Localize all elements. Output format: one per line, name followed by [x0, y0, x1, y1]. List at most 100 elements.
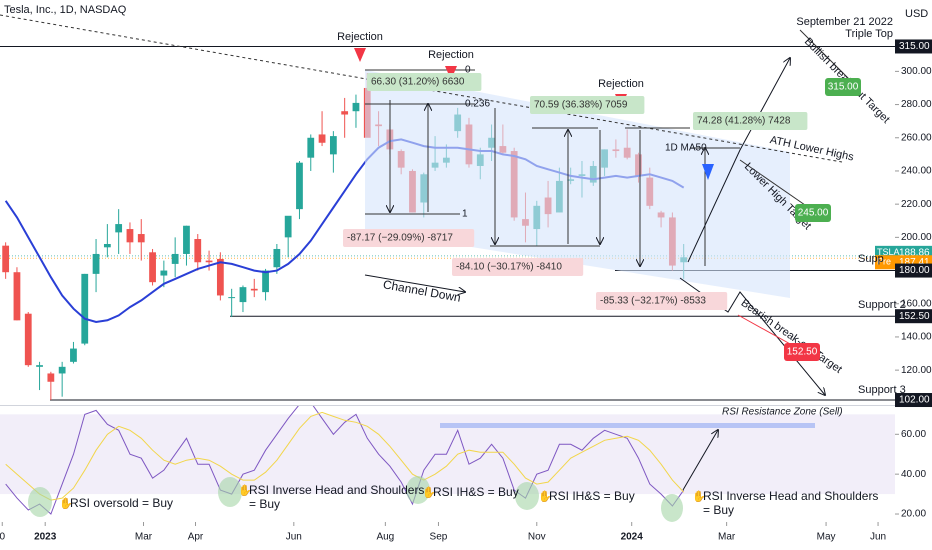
candle-body — [318, 134, 326, 143]
candle-body — [126, 229, 134, 243]
rsi-tick-label: 40.00 — [901, 469, 926, 480]
x-tick-label: May — [817, 532, 836, 543]
rsi-tick-label: 60.00 — [901, 429, 926, 440]
pane-separator — [0, 405, 895, 406]
rejection-arrow — [354, 48, 366, 62]
price-label-box — [895, 309, 932, 324]
rsi-note: RSI IH&S = Buy — [549, 489, 635, 503]
price-label: 180.00 — [899, 265, 930, 276]
price-label: 187.41 — [899, 257, 930, 268]
candle-body — [36, 365, 43, 367]
measure-label: -84.10 (−30.17%) -8410 — [456, 262, 562, 273]
x-tick-label: Jun — [870, 532, 886, 543]
axes: 120.00140.00160.00200.00220.00240.00260.… — [0, 39, 932, 543]
fib-level: 0 — [465, 65, 471, 76]
x-tick-label: Sep — [430, 532, 448, 543]
annotation: Triple Top — [845, 28, 893, 40]
candle-body — [216, 258, 224, 296]
highlight — [515, 482, 539, 510]
target-line — [799, 29, 856, 86]
candle-body — [115, 224, 123, 233]
annotation: Rejection — [337, 31, 383, 43]
measure-label: 74.28 (41.28%) 7428 — [697, 116, 791, 127]
rsi-note: = Buy — [249, 497, 280, 511]
measure-label: -85.33 (−32.17%) -8533 — [600, 296, 706, 307]
rsi-note: = Buy — [703, 503, 734, 517]
candle-body — [284, 215, 292, 238]
note-icon: ✋ — [422, 486, 436, 499]
candle-body — [183, 225, 190, 254]
measure-label: 70.59 (36.38%) 7059 — [534, 100, 628, 111]
candle-body — [239, 287, 247, 303]
x-tick-label: Mar — [135, 532, 153, 543]
rsi-line — [5, 411, 685, 501]
measure-box — [530, 96, 645, 114]
y-tick-label: 260.00 — [901, 132, 932, 143]
y-tick-label: 240.00 — [901, 166, 932, 177]
annotation: Rejection — [598, 78, 644, 90]
ma-arrow — [702, 164, 714, 180]
rsi-tick-label: 20.00 — [901, 509, 926, 520]
target-box — [795, 204, 831, 222]
arrow — [687, 58, 790, 263]
candle-body — [103, 243, 111, 248]
candle-body — [70, 348, 77, 362]
candle-body — [250, 288, 258, 291]
measure-box — [452, 258, 584, 276]
target-box — [784, 343, 820, 361]
rsi-note: RSI IH&S = Buy — [433, 485, 519, 499]
y-tick-label: 160.00 — [901, 298, 932, 309]
price-label-box — [895, 39, 932, 54]
rsi-note: RSI Inverse Head and Shoulders — [703, 489, 878, 503]
measure-box — [367, 73, 482, 91]
highlight — [406, 476, 430, 504]
annotation: Channel Down — [382, 277, 462, 304]
measure-label: -87.17 (−29.09%) -8717 — [347, 233, 453, 244]
candle-body — [149, 252, 156, 283]
candle-body — [307, 137, 315, 158]
symbol-tag-box — [875, 255, 895, 270]
candle-body — [352, 102, 360, 112]
rsi-note: RSI Inverse Head and Shoulders — [249, 483, 424, 497]
rsi-zone — [440, 423, 815, 428]
fib-level: 1 — [462, 209, 468, 220]
candle-body — [329, 136, 337, 155]
arrow — [682, 430, 718, 491]
candle-body — [228, 297, 236, 299]
annotation: Bearish break-out Target — [739, 297, 844, 376]
rsi-line — [5, 405, 685, 515]
rsi-note: RSI oversold = Buy — [70, 496, 173, 510]
y-tick-label: 220.00 — [901, 199, 932, 210]
price-label: 315.00 — [899, 41, 930, 52]
measure-box — [343, 229, 475, 247]
candle-body — [171, 253, 179, 264]
y-tick-label: 120.00 — [901, 365, 932, 376]
target-label: 245.00 — [798, 208, 829, 219]
candle-body — [81, 273, 89, 344]
measure-label: 66.30 (31.20%) 6630 — [371, 77, 465, 88]
y-tick-label: 200.00 — [901, 232, 932, 243]
currency: USD — [905, 8, 928, 20]
ma-label: 1D MA50 — [665, 143, 707, 154]
y-tick-label: 140.00 — [901, 332, 932, 343]
y-tick-label: 300.00 — [901, 66, 932, 77]
y-tick-label: 280.00 — [901, 99, 932, 110]
candle-body — [273, 248, 281, 268]
x-tick-label: Apr — [188, 532, 204, 543]
highlight — [661, 494, 683, 522]
note-icon: ✋ — [692, 490, 706, 503]
x-tick-label: Jun — [286, 532, 302, 543]
x-tick-label: 2024 — [621, 532, 644, 543]
measure-box — [596, 292, 728, 310]
price-label: 102.00 — [899, 395, 930, 406]
symbol-tag: TSLA — [877, 247, 900, 257]
measure-box — [693, 112, 808, 130]
candle-body — [341, 111, 349, 115]
candle-body — [47, 373, 55, 382]
annotation: September 21 2022 — [796, 16, 893, 28]
candle-body — [92, 253, 100, 274]
candle-body — [137, 234, 145, 243]
symbol-tag: Pre — [877, 257, 891, 267]
